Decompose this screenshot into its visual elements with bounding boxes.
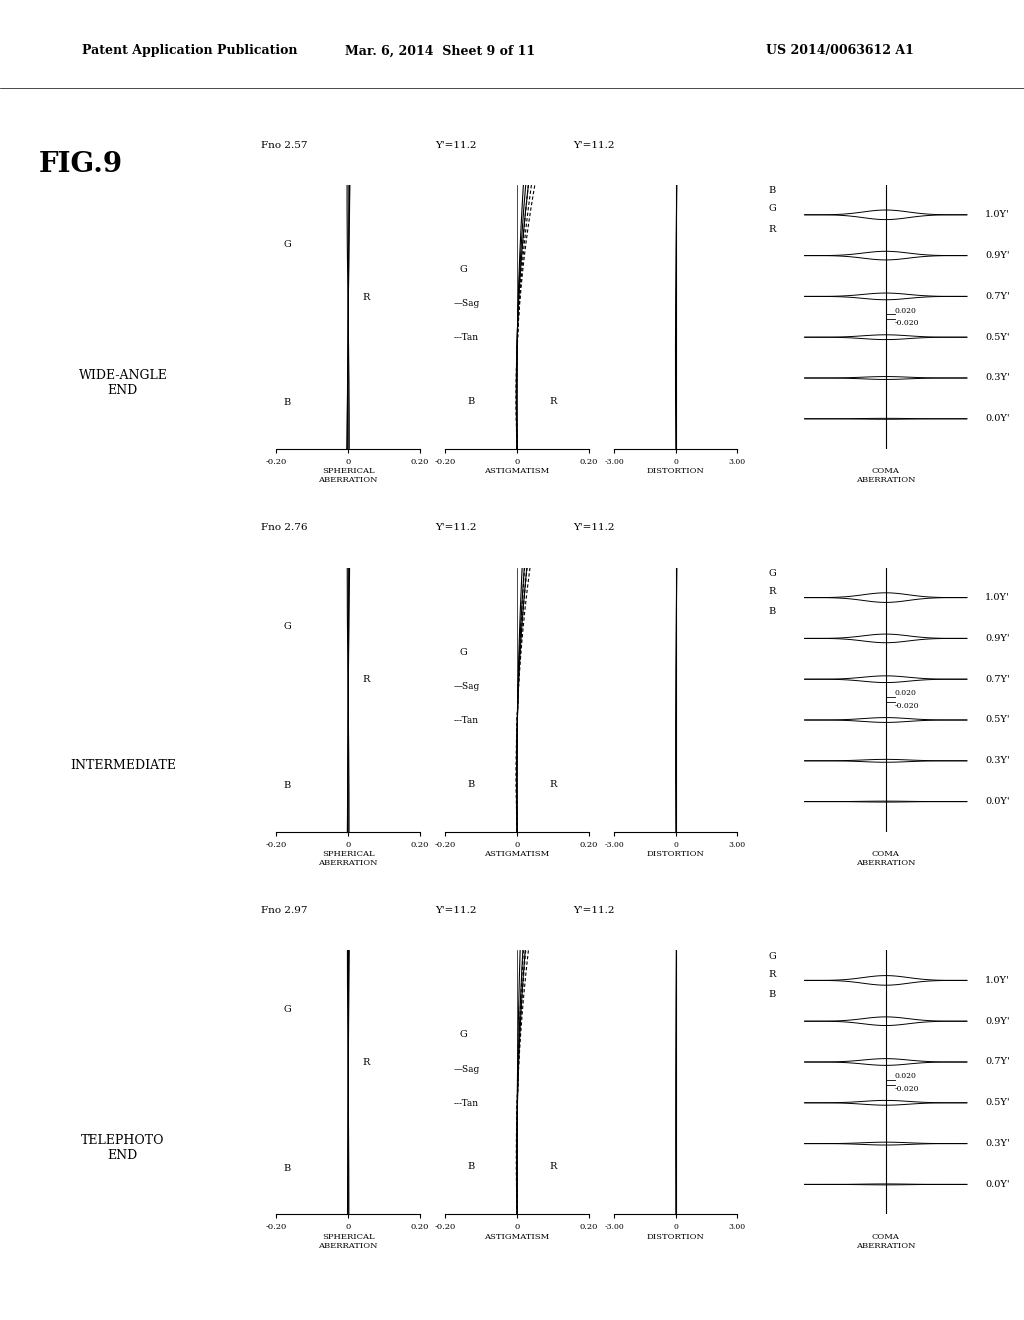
Text: ---Tan: ---Tan <box>454 717 479 725</box>
Text: B: B <box>769 607 776 616</box>
Text: 1.0Y': 1.0Y' <box>985 210 1010 219</box>
Text: ---Tan: ---Tan <box>454 334 479 342</box>
Text: R: R <box>769 587 776 597</box>
Text: Fno 2.76: Fno 2.76 <box>261 524 307 532</box>
Text: ASTIGMATISM: ASTIGMATISM <box>484 1233 550 1241</box>
Text: DISTORTION: DISTORTION <box>647 467 705 475</box>
Text: B: B <box>769 186 776 195</box>
Text: R: R <box>769 970 776 979</box>
Text: —Sag: —Sag <box>454 1065 480 1073</box>
Text: -0.020: -0.020 <box>895 702 920 710</box>
Text: SPHERICAL
ABERRATION: SPHERICAL ABERRATION <box>318 1233 378 1250</box>
Text: COMA
ABERRATION: COMA ABERRATION <box>856 467 915 484</box>
Text: B: B <box>284 399 291 407</box>
Text: 0.0Y': 0.0Y' <box>985 414 1010 424</box>
Text: Patent Application Publication: Patent Application Publication <box>82 45 297 57</box>
Text: US 2014/0063612 A1: US 2014/0063612 A1 <box>766 45 913 57</box>
Text: Fno 2.57: Fno 2.57 <box>261 141 307 149</box>
Text: FIG.9: FIG.9 <box>39 152 123 178</box>
Text: R: R <box>769 224 776 234</box>
Text: 1.0Y': 1.0Y' <box>985 975 1010 985</box>
Text: B: B <box>467 780 474 788</box>
Text: 0.020: 0.020 <box>895 1072 916 1080</box>
Text: B: B <box>769 990 776 999</box>
Text: SPHERICAL
ABERRATION: SPHERICAL ABERRATION <box>318 850 378 867</box>
Text: R: R <box>550 1163 557 1171</box>
Text: G: G <box>769 569 776 578</box>
Text: Y'=11.2: Y'=11.2 <box>573 907 615 915</box>
Text: DISTORTION: DISTORTION <box>647 850 705 858</box>
Text: TELEPHOTO
END: TELEPHOTO END <box>81 1134 165 1163</box>
Text: R: R <box>550 780 557 788</box>
Text: G: G <box>284 1006 292 1014</box>
Text: B: B <box>284 781 291 789</box>
Text: 0.0Y': 0.0Y' <box>985 1180 1010 1189</box>
Text: 0.5Y': 0.5Y' <box>985 1098 1010 1107</box>
Text: 0.0Y': 0.0Y' <box>985 797 1010 807</box>
Text: WIDE-ANGLE
END: WIDE-ANGLE END <box>79 368 167 397</box>
Text: 0.9Y': 0.9Y' <box>985 634 1010 643</box>
Text: COMA
ABERRATION: COMA ABERRATION <box>856 1233 915 1250</box>
Text: -0.020: -0.020 <box>895 319 920 327</box>
Text: G: G <box>460 648 468 656</box>
Text: COMA
ABERRATION: COMA ABERRATION <box>856 850 915 867</box>
Text: ---Tan: ---Tan <box>454 1100 479 1107</box>
Text: 0.7Y': 0.7Y' <box>985 292 1010 301</box>
Text: 0.5Y': 0.5Y' <box>985 715 1010 725</box>
Text: Mar. 6, 2014  Sheet 9 of 11: Mar. 6, 2014 Sheet 9 of 11 <box>345 45 536 57</box>
Text: 0.9Y': 0.9Y' <box>985 251 1010 260</box>
Text: 0.5Y': 0.5Y' <box>985 333 1010 342</box>
Text: 0.020: 0.020 <box>895 689 916 697</box>
Text: 0.020: 0.020 <box>895 306 916 314</box>
Text: Y'=11.2: Y'=11.2 <box>435 141 477 149</box>
Text: -0.020: -0.020 <box>895 1085 920 1093</box>
Text: B: B <box>467 397 474 405</box>
Text: G: G <box>284 240 292 248</box>
Text: —Sag: —Sag <box>454 300 480 308</box>
Text: 0.9Y': 0.9Y' <box>985 1016 1010 1026</box>
Text: ASTIGMATISM: ASTIGMATISM <box>484 467 550 475</box>
Text: DISTORTION: DISTORTION <box>647 1233 705 1241</box>
Text: —Sag: —Sag <box>454 682 480 690</box>
Text: G: G <box>769 205 776 214</box>
Text: Y'=11.2: Y'=11.2 <box>573 524 615 532</box>
Text: ASTIGMATISM: ASTIGMATISM <box>484 850 550 858</box>
Text: 0.3Y': 0.3Y' <box>985 1139 1010 1148</box>
Text: G: G <box>460 1031 468 1039</box>
Text: SPHERICAL
ABERRATION: SPHERICAL ABERRATION <box>318 467 378 484</box>
Text: Y'=11.2: Y'=11.2 <box>573 141 615 149</box>
Text: B: B <box>467 1163 474 1171</box>
Text: R: R <box>362 293 370 301</box>
Text: R: R <box>550 397 557 405</box>
Text: 0.3Y': 0.3Y' <box>985 756 1010 766</box>
Text: R: R <box>362 1059 370 1067</box>
Text: 0.7Y': 0.7Y' <box>985 1057 1010 1067</box>
Text: Y'=11.2: Y'=11.2 <box>435 524 477 532</box>
Text: R: R <box>362 676 370 684</box>
Text: 0.7Y': 0.7Y' <box>985 675 1010 684</box>
Text: 0.3Y': 0.3Y' <box>985 374 1010 383</box>
Text: G: G <box>284 623 292 631</box>
Text: G: G <box>769 952 776 961</box>
Text: 1.0Y': 1.0Y' <box>985 593 1010 602</box>
Text: Y'=11.2: Y'=11.2 <box>435 907 477 915</box>
Text: Fno 2.97: Fno 2.97 <box>261 907 307 915</box>
Text: G: G <box>460 265 468 273</box>
Text: INTERMEDIATE: INTERMEDIATE <box>70 759 176 772</box>
Text: B: B <box>284 1164 291 1172</box>
